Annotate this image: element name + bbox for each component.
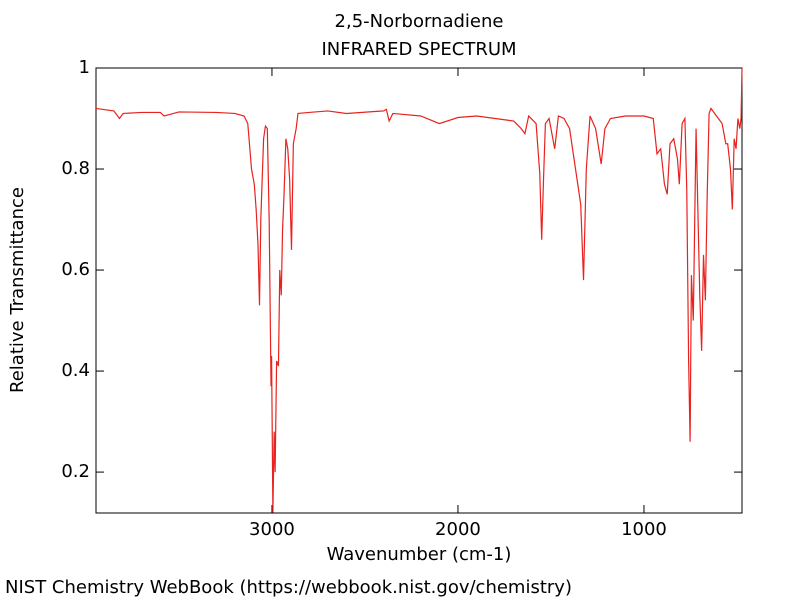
y-tick-label: 0.8: [61, 158, 90, 179]
y-tick-label: 0.6: [61, 259, 90, 280]
source-note: NIST Chemistry WebBook (https://webbook.…: [5, 577, 572, 598]
y-axis-label: Relative Transmittance: [7, 187, 28, 393]
chart-title: 2,5-Norbornadiene: [335, 11, 504, 32]
y-tick-label: 1: [79, 57, 90, 78]
x-tick-label: 3000: [249, 519, 295, 540]
x-axis-label: Wavenumber (cm-1): [327, 544, 512, 565]
spectrum-line: [95, 67, 743, 513]
y-tick-label: 0.4: [61, 360, 90, 381]
x-tick-label: 2000: [435, 519, 481, 540]
plot-frame: [95, 67, 743, 514]
y-tick-label: 0.2: [61, 461, 90, 482]
chart-subtitle: INFRARED SPECTRUM: [321, 39, 516, 60]
x-tick-label: 1000: [621, 519, 667, 540]
